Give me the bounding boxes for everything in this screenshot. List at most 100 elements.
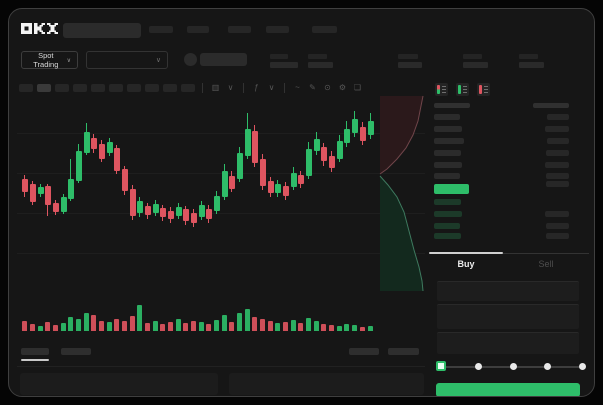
amount-input[interactable] — [437, 304, 579, 329]
ask-price-bar[interactable] — [434, 138, 464, 144]
slider-dot[interactable] — [510, 363, 517, 370]
timeframe-button[interactable] — [91, 83, 105, 92]
volume-bar — [137, 305, 142, 331]
buy-submit-button[interactable] — [436, 383, 580, 396]
volume-bar — [321, 324, 326, 331]
timeframe-button[interactable] — [163, 83, 177, 92]
slider-dot[interactable] — [579, 363, 586, 370]
volume-bar — [352, 325, 357, 331]
nav-item[interactable] — [149, 26, 173, 33]
chevron-down-icon[interactable]: ∨ — [266, 83, 277, 93]
total-input[interactable] — [437, 332, 579, 354]
ask-price-bar[interactable] — [434, 150, 461, 156]
candle — [206, 209, 212, 219]
volume-bar — [153, 321, 158, 331]
volume-bar — [222, 315, 227, 331]
candle — [252, 131, 258, 163]
chart-toolbar: ▥ ∨ ƒ ∨ ~ ✎ ⊙ ⚙ ❏ — [19, 82, 363, 93]
ask-price-bar[interactable] — [434, 126, 462, 132]
volume-bar — [314, 321, 319, 331]
tab-buy[interactable]: Buy — [429, 258, 503, 270]
ask-price-bar[interactable] — [434, 173, 460, 179]
bottom-toolbar-item[interactable] — [388, 348, 419, 355]
orderbook-both-icon[interactable] — [435, 83, 448, 96]
pair-action-button[interactable] — [200, 53, 247, 66]
ask-price-bar[interactable] — [434, 162, 462, 168]
volume-bar — [130, 316, 135, 331]
ask-amount-bar — [547, 114, 569, 120]
timeframe-button[interactable] — [19, 83, 33, 92]
nav-item[interactable] — [266, 26, 289, 33]
ask-amount-bar — [546, 173, 569, 179]
nav-item[interactable] — [187, 26, 209, 33]
tab-sell[interactable]: Sell — [503, 258, 589, 270]
timeframe-button[interactable] — [73, 83, 87, 92]
candle — [360, 127, 366, 141]
orderbook-asks-icon[interactable] — [477, 83, 490, 96]
candle — [176, 207, 182, 216]
search-input[interactable] — [63, 23, 141, 38]
icon-line — [484, 92, 488, 93]
bid-price-bar[interactable] — [434, 223, 460, 229]
indicators-icon[interactable]: ƒ — [251, 83, 262, 93]
candle — [168, 211, 174, 219]
chevron-down-icon[interactable]: ∨ — [225, 83, 236, 93]
nav-item[interactable] — [312, 26, 337, 33]
candle — [76, 151, 82, 181]
candle-style-icon[interactable]: ▥ — [211, 82, 220, 92]
bottom-toolbar-item[interactable] — [349, 348, 379, 355]
slider-dot[interactable] — [544, 363, 551, 370]
timeframe-button[interactable] — [109, 83, 123, 92]
candle — [114, 148, 120, 171]
slider-dot[interactable] — [475, 363, 482, 370]
last-price-bar[interactable] — [434, 184, 469, 194]
volume-bar — [22, 321, 27, 331]
camera-icon[interactable]: ⊙ — [322, 83, 333, 93]
ticker-stat — [519, 54, 544, 68]
settings-icon[interactable]: ⚙ — [338, 82, 347, 92]
ask-price-bar[interactable] — [434, 114, 460, 120]
bottom-tab[interactable] — [61, 348, 91, 355]
bottom-tab-active-indicator — [21, 359, 49, 361]
draw-icon[interactable]: ✎ — [307, 83, 318, 93]
icon-line — [442, 86, 446, 87]
bid-price-bar[interactable] — [434, 199, 461, 205]
volume-bar — [337, 326, 342, 331]
volume-bar — [291, 320, 296, 331]
candlestick-chart — [9, 9, 594, 396]
timeframe-button[interactable] — [127, 83, 141, 92]
volume-bar — [368, 326, 373, 331]
volume-bar — [260, 319, 265, 331]
slider-handle[interactable] — [436, 361, 446, 371]
fullscreen-icon[interactable]: ❏ — [353, 82, 362, 92]
volume-bar — [206, 324, 211, 331]
timeframe-button[interactable] — [181, 83, 195, 92]
orderbook-bids-icon[interactable] — [456, 83, 469, 96]
spot-trading-dropdown[interactable]: Spot Trading ∨ — [21, 51, 78, 69]
chart-gridline — [17, 213, 425, 214]
price-input[interactable] — [437, 281, 579, 301]
line-tool-icon[interactable]: ~ — [292, 83, 303, 93]
volume-bar — [61, 323, 66, 331]
candle — [45, 186, 51, 205]
nav-item[interactable] — [228, 26, 251, 33]
bid-amount-bar — [545, 211, 569, 217]
toolbar-divider — [243, 82, 244, 93]
candle — [344, 129, 350, 143]
candle — [107, 142, 113, 153]
timeframe-button[interactable] — [55, 83, 69, 92]
bid-price-bar[interactable] — [434, 233, 461, 239]
timeframe-button[interactable] — [145, 83, 159, 92]
candle — [137, 201, 143, 213]
okx-logo-icon[interactable] — [21, 22, 58, 35]
volume-bar — [199, 322, 204, 331]
timeframe-button[interactable] — [37, 83, 51, 92]
candle — [368, 121, 374, 135]
candle — [260, 159, 266, 186]
volume-bar — [84, 313, 89, 331]
pair-selector-dropdown[interactable]: ∨ — [86, 51, 168, 69]
ticker-stat — [398, 54, 422, 68]
bid-price-bar[interactable] — [434, 211, 462, 217]
stat-value — [398, 62, 422, 68]
bottom-tab[interactable] — [21, 348, 49, 355]
